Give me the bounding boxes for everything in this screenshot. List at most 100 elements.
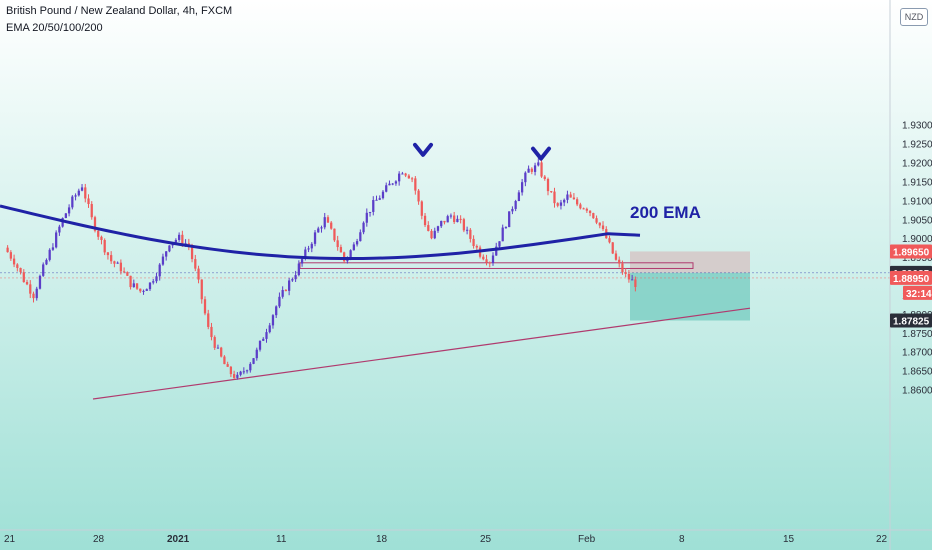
candle-body: [29, 284, 32, 294]
candle-body: [423, 215, 427, 226]
candle-body: [64, 213, 67, 219]
candle: [90, 201, 93, 220]
candle: [488, 261, 491, 268]
candle: [443, 220, 446, 225]
candle: [313, 229, 317, 247]
candle: [262, 337, 265, 341]
candle: [475, 244, 478, 251]
price-badge: [890, 270, 932, 285]
y-tick-label: 1.90000: [902, 234, 932, 245]
candle: [213, 335, 216, 351]
candle: [16, 263, 19, 272]
candle: [336, 235, 339, 251]
candle: [145, 288, 148, 291]
candle-body: [579, 204, 582, 209]
candle-body: [614, 253, 618, 260]
support-box: [299, 262, 694, 269]
candle: [446, 214, 449, 223]
candle-body: [391, 183, 394, 185]
candle: [420, 200, 423, 220]
candle-body: [48, 249, 51, 260]
candle-body: [139, 288, 142, 292]
y-tick-label: 1.93000: [902, 121, 932, 132]
candle-body: [559, 202, 563, 206]
candle: [197, 265, 200, 284]
candle: [511, 206, 514, 215]
price-badge-label: 1.87825: [893, 317, 930, 328]
candle: [129, 275, 132, 290]
candle-body: [385, 185, 388, 192]
candle: [194, 254, 197, 272]
candle: [533, 162, 537, 176]
candle-body: [297, 263, 300, 276]
candle: [543, 175, 546, 181]
candle-body: [592, 213, 595, 219]
candle: [501, 224, 504, 242]
candle: [255, 347, 258, 361]
x-tick-label: Feb: [578, 534, 596, 545]
candle-body: [106, 252, 110, 256]
candle-body: [35, 288, 38, 299]
candle: [278, 292, 281, 309]
candle-body: [281, 289, 284, 297]
candle-body: [563, 199, 566, 203]
candle-body: [71, 196, 74, 208]
candle-body: [100, 236, 103, 241]
candle: [110, 251, 113, 264]
candle-body: [278, 296, 281, 307]
candle: [12, 254, 16, 268]
candle-body: [110, 255, 113, 262]
candle-body: [401, 173, 404, 175]
candle-body: [216, 347, 220, 349]
candle-body: [326, 217, 330, 223]
candle-body: [168, 245, 171, 252]
candle-body: [55, 232, 58, 248]
candle-body: [634, 279, 637, 287]
candle-body: [129, 275, 132, 288]
candle: [55, 230, 58, 249]
candle-body: [122, 271, 126, 273]
candle: [148, 282, 152, 291]
candle: [553, 187, 556, 208]
ema-annotation-label: 200 EMA: [630, 203, 701, 222]
candle-body: [262, 338, 265, 341]
candle-body: [598, 222, 601, 226]
x-tick-label: 22: [876, 534, 888, 545]
candle-body: [226, 364, 229, 367]
candle: [216, 344, 220, 349]
candle-body: [320, 227, 323, 229]
candle-body: [482, 256, 485, 260]
price-badge-label: 1.89650: [893, 247, 930, 258]
candle-body: [16, 264, 19, 268]
candle: [614, 250, 618, 261]
candle: [25, 279, 29, 286]
candle: [537, 158, 540, 167]
chart-title: British Pound / New Zealand Dollar, 4h, …: [6, 5, 233, 17]
candle: [265, 328, 268, 343]
candle-body: [446, 216, 449, 223]
y-tick-label: 1.91000: [902, 196, 932, 207]
candle: [326, 215, 330, 223]
candle: [433, 227, 436, 240]
candle: [459, 215, 462, 224]
candle-body: [339, 247, 343, 253]
candle: [135, 283, 139, 290]
candle-body: [543, 176, 546, 179]
candle-body: [355, 241, 359, 245]
candle-body: [294, 275, 297, 280]
candle-body: [268, 325, 271, 333]
candle-body: [190, 246, 194, 260]
candle-body: [310, 243, 313, 249]
candle: [258, 340, 262, 352]
candle: [226, 361, 229, 367]
candle: [391, 183, 394, 186]
candle: [485, 254, 488, 266]
candle: [569, 191, 572, 198]
currency-button[interactable]: NZD: [900, 8, 928, 26]
candle: [579, 202, 582, 210]
candle-body: [469, 229, 472, 239]
candle-body: [6, 247, 9, 253]
candle: [469, 228, 472, 243]
